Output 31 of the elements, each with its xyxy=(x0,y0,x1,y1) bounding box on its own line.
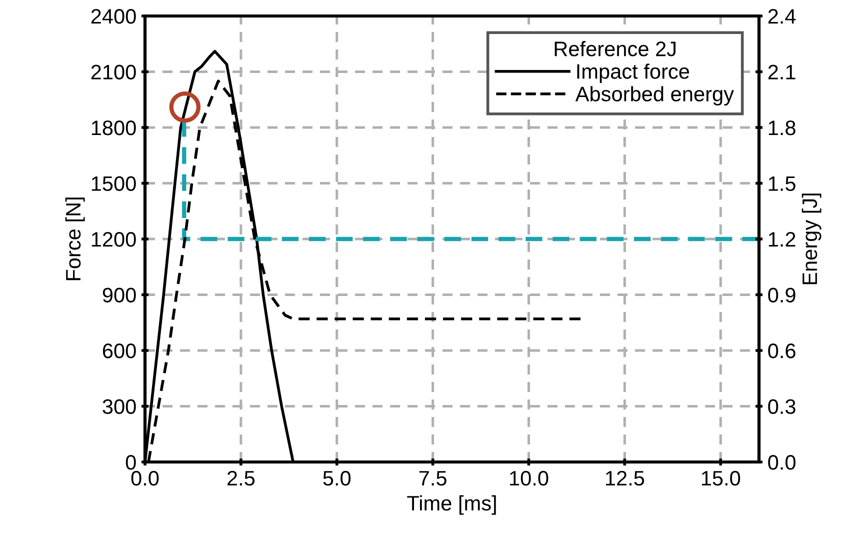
y-tick-label: 300 xyxy=(102,399,136,414)
y-tick-label: 1200 xyxy=(92,232,136,247)
y2-tick-label: 2.4 xyxy=(768,9,796,24)
x-tick-label: 15.0 xyxy=(702,470,740,486)
y2-tick-label: 0.6 xyxy=(768,344,796,358)
x-axis-title: Time [ms] xyxy=(407,495,496,515)
y2-tick-label: 1.2 xyxy=(768,232,796,247)
y2-tick-label: 1.5 xyxy=(768,176,796,192)
x-tick-label: 10.0 xyxy=(510,470,548,486)
x-tick-label: 7.5 xyxy=(419,471,446,486)
y2-tick-label: 0.9 xyxy=(768,288,796,303)
y-tick-label: 900 xyxy=(102,288,136,303)
y-tick-label: 0 xyxy=(126,455,136,470)
y-tick-label: 2400 xyxy=(91,9,136,24)
y2-axis-title: Energy [J] xyxy=(802,194,822,284)
legend-title: Reference 2J xyxy=(554,41,676,56)
x-tick-label: 0.0 xyxy=(131,470,159,486)
y-tick-label: 1500 xyxy=(92,176,136,192)
y-tick-label: 600 xyxy=(102,344,136,358)
y-axis-title: Force [N] xyxy=(65,198,85,280)
legend-label: Absorbed energy xyxy=(575,86,734,106)
y2-tick-label: 0.0 xyxy=(768,455,796,470)
x-tick-label: 12.5 xyxy=(606,470,644,486)
x-tick-label: 2.5 xyxy=(228,470,255,486)
x-tick-label: 5.0 xyxy=(323,470,351,486)
y-tick-label: 1800 xyxy=(92,120,136,136)
y2-tick-label: 2.1 xyxy=(768,64,796,80)
y2-tick-label: 1.8 xyxy=(768,120,796,136)
y2-tick-label: 0.3 xyxy=(768,399,796,414)
y-tick-label: 2100 xyxy=(91,64,136,80)
legend-label: Impact force xyxy=(577,64,690,83)
